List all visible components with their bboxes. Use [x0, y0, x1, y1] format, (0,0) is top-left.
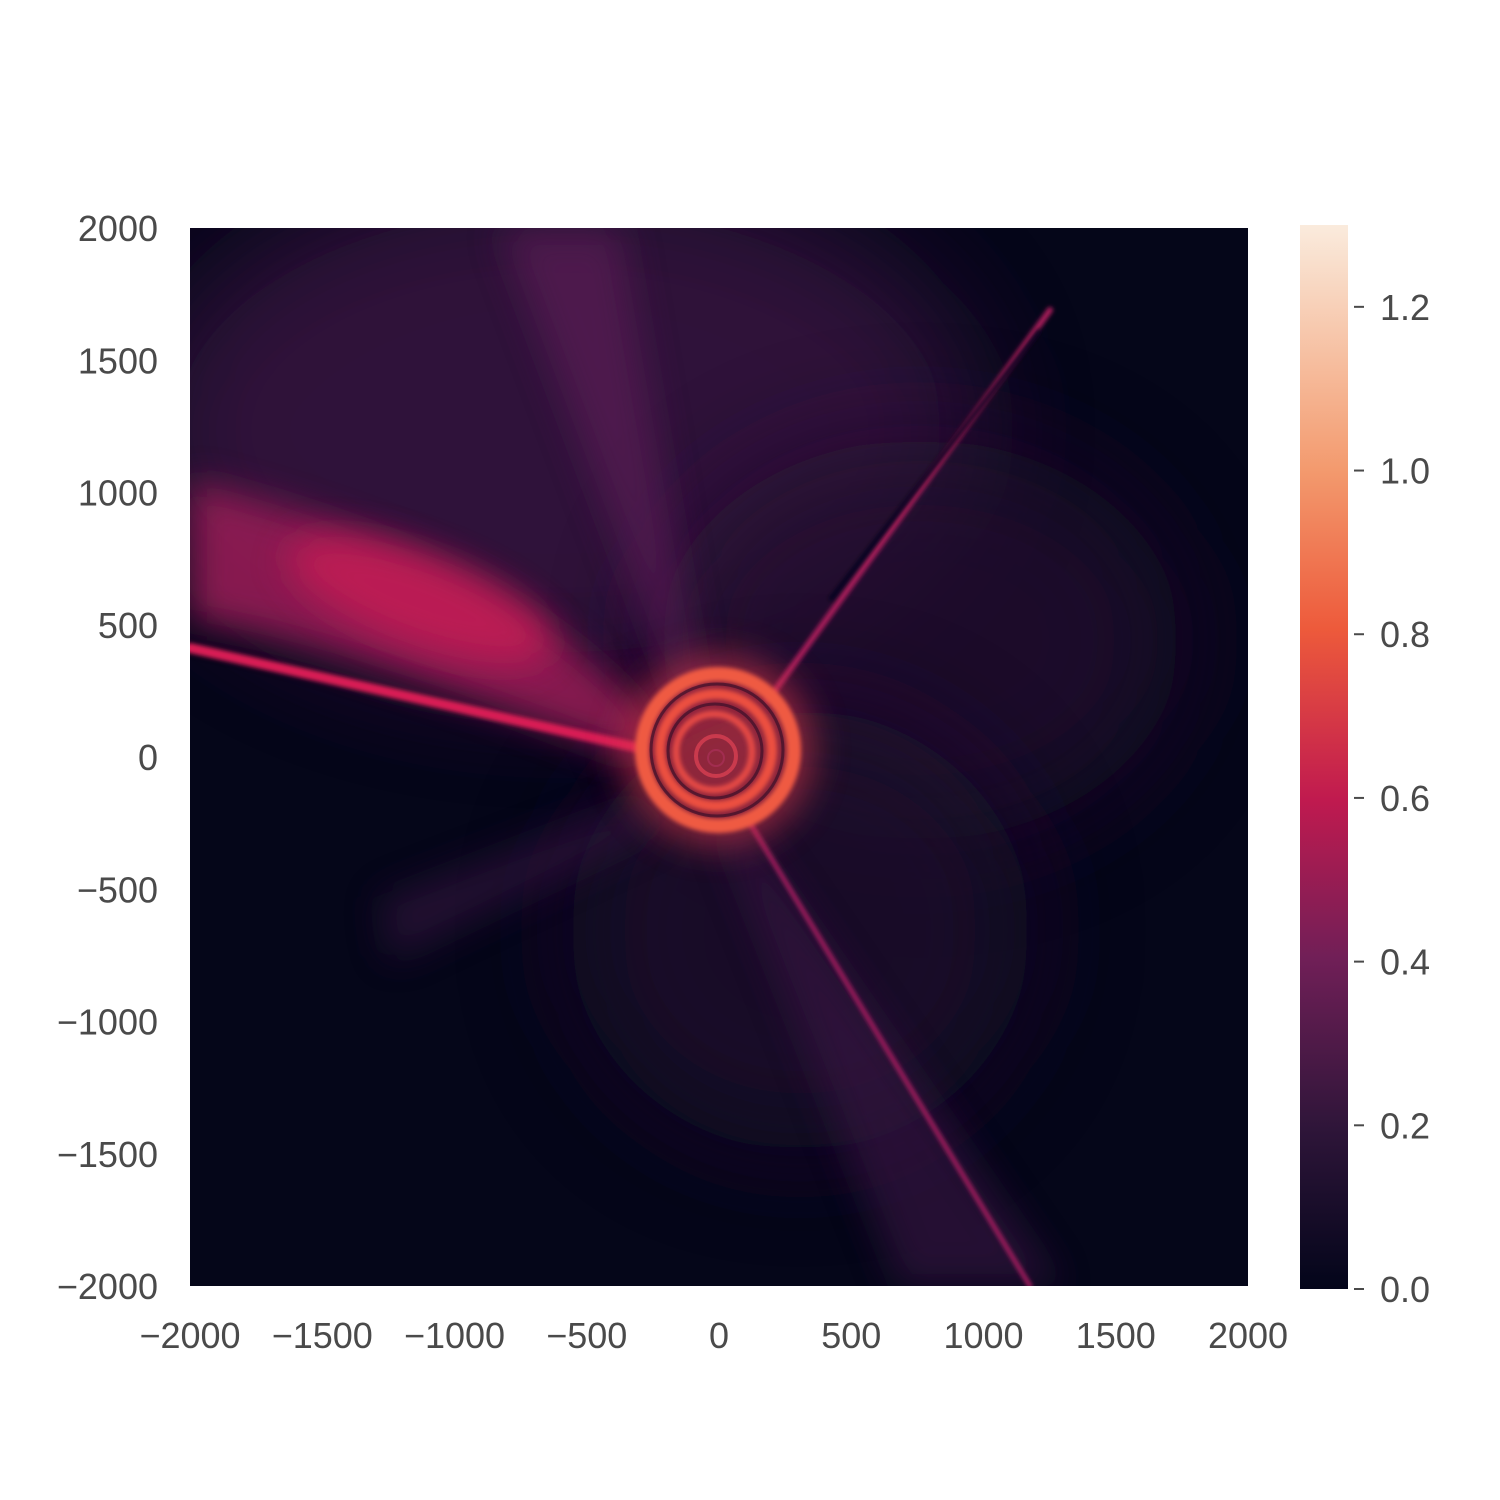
colorbar-tick-label: 0.6 [1380, 778, 1430, 819]
y-tick-label: −2000 [57, 1266, 158, 1307]
colorbar-tick-label: 0.2 [1380, 1105, 1430, 1146]
spiral-ring-3 [672, 710, 756, 794]
spiral-ring-2 [655, 689, 777, 811]
upper-ray [500, 228, 700, 705]
jet-left [190, 643, 645, 753]
jet-lower-right [745, 817, 1033, 1286]
y-tick-label: 0 [138, 737, 158, 778]
x-tick-label: −500 [546, 1315, 627, 1356]
x-tick-label: 0 [709, 1315, 729, 1356]
spiral-gap-2 [666, 702, 764, 800]
jet-upper-right-dark [828, 328, 1042, 602]
colorbar-ticks: 0.0 0.2 0.4 0.6 0.8 1.0 1.2 [1354, 287, 1430, 1310]
y-tick-label: −1000 [57, 1002, 158, 1043]
lower-left-fan [380, 800, 660, 960]
colorbar: 0.0 0.2 0.4 0.6 0.8 1.0 1.2 [1300, 225, 1430, 1310]
x-tick-label: −2000 [139, 1315, 240, 1356]
x-axis-ticks: −2000 −1500 −1000 −500 0 500 1000 1500 2000 [139, 1315, 1288, 1356]
x-tick-label: −1500 [272, 1315, 373, 1356]
colorbar-tick-label: 1.0 [1380, 451, 1430, 492]
y-tick-label: −1500 [57, 1134, 158, 1175]
x-tick-label: 2000 [1208, 1315, 1288, 1356]
colorbar-tick-label: 0.8 [1380, 614, 1430, 655]
x-tick-label: 500 [821, 1315, 881, 1356]
colorbar-tick-label: 0.0 [1380, 1269, 1430, 1310]
central-spiral [623, 655, 813, 845]
y-tick-label: 2000 [78, 208, 158, 249]
y-tick-label: 500 [98, 605, 158, 646]
x-tick-label: 1500 [1076, 1315, 1156, 1356]
spiral-ring-outer [635, 667, 801, 833]
y-tick-label: −500 [77, 869, 158, 910]
colorbar-gradient [1300, 225, 1348, 1289]
x-tick-label: 1000 [943, 1315, 1023, 1356]
colorbar-tick-label: 1.2 [1380, 287, 1430, 328]
heatmap-field [190, 228, 1248, 1286]
spiral-gap-1 [649, 682, 785, 818]
spiral-ring-5 [707, 749, 725, 767]
spiral-ring-4 [694, 734, 738, 778]
colorbar-tick-label: 0.4 [1380, 942, 1430, 983]
y-tick-label: 1000 [78, 473, 158, 514]
y-tick-label: 1500 [78, 340, 158, 381]
y-axis-ticks: 2000 1500 1000 500 0 −500 −1000 −1500 −2000 [57, 208, 158, 1307]
left-lobe-core [287, 536, 553, 664]
x-tick-label: −1000 [404, 1315, 505, 1356]
